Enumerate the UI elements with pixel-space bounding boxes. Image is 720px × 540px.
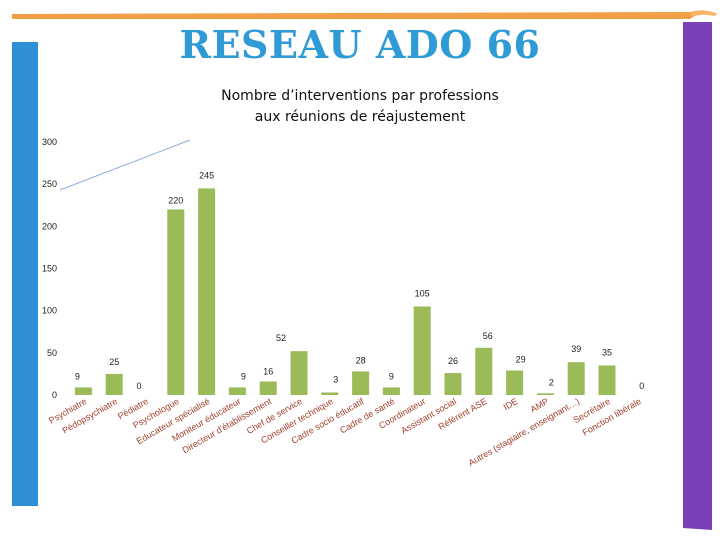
bar xyxy=(259,381,277,395)
y-tick-label: 50 xyxy=(47,348,57,358)
bar xyxy=(105,373,123,395)
bar xyxy=(321,392,339,395)
bar xyxy=(167,209,185,395)
data-label: 2 xyxy=(549,377,554,387)
bar xyxy=(228,387,246,395)
y-tick-label: 0 xyxy=(52,390,57,400)
data-label: 29 xyxy=(516,355,526,365)
bar xyxy=(567,362,585,395)
data-label: 52 xyxy=(276,333,286,343)
data-label: 9 xyxy=(389,371,394,381)
data-label: 0 xyxy=(136,381,141,391)
data-label: 16 xyxy=(263,367,273,377)
chart-title-line-1: Nombre d’interventions par professions xyxy=(221,88,499,104)
bar xyxy=(290,351,308,395)
y-tick-label: 300 xyxy=(42,137,57,147)
data-label: 0 xyxy=(639,381,644,391)
y-tick-label: 150 xyxy=(42,264,57,274)
slide-title: RESEAU ADO 66 xyxy=(179,22,541,67)
data-label: 26 xyxy=(448,356,458,366)
chart-title-line-2: aux réunions de réajustement xyxy=(254,109,466,125)
data-label: 105 xyxy=(415,288,430,298)
purple-right-band xyxy=(683,22,712,530)
orange-top-swoosh xyxy=(12,10,704,19)
data-label: 56 xyxy=(483,331,493,341)
decorative-diagonal-line xyxy=(59,139,191,191)
bar xyxy=(536,393,554,395)
bar xyxy=(598,365,616,395)
data-label: 39 xyxy=(571,344,581,354)
data-label: 9 xyxy=(241,371,246,381)
data-label: 25 xyxy=(109,357,119,367)
data-label: 245 xyxy=(199,170,214,180)
category-label: Pédopsychiatre xyxy=(60,396,119,436)
data-label: 28 xyxy=(356,355,366,365)
y-tick-label: 100 xyxy=(42,306,57,316)
orange-right-swoosh xyxy=(690,10,718,17)
bar xyxy=(198,188,216,395)
category-label: AMP xyxy=(528,396,550,414)
blue-left-band xyxy=(12,42,38,506)
bar xyxy=(74,387,92,395)
bar xyxy=(413,306,431,395)
bar xyxy=(475,347,493,395)
data-label: 9 xyxy=(75,371,80,381)
data-label: 220 xyxy=(168,195,183,205)
category-label: IDE xyxy=(502,396,520,412)
y-tick-label: 250 xyxy=(42,179,57,189)
bar xyxy=(382,387,400,395)
y-tick-label: 200 xyxy=(42,221,57,231)
bar xyxy=(352,371,370,395)
data-label: 35 xyxy=(602,347,612,357)
data-label: 3 xyxy=(333,374,338,384)
bar xyxy=(444,373,462,395)
chart-title: Nombre d’interventions par professions a… xyxy=(160,86,560,128)
bar xyxy=(506,370,524,395)
